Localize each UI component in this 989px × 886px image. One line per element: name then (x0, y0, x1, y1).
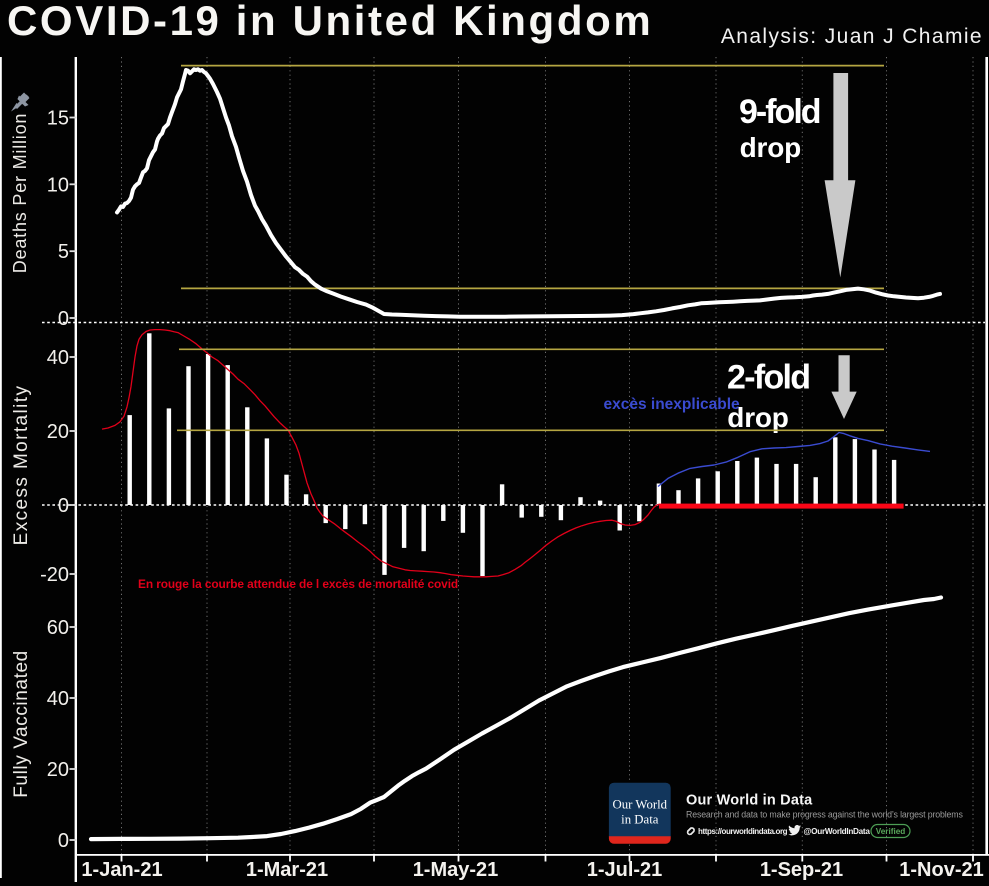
svg-text:0: 0 (58, 495, 69, 517)
svg-text:40: 40 (47, 347, 69, 369)
svg-text:1-Jan-21: 1-Jan-21 (81, 859, 162, 881)
svg-text:60: 60 (47, 617, 69, 639)
svg-text:Deaths Per Million: Deaths Per Million (10, 113, 30, 273)
svg-text:15: 15 (47, 108, 69, 130)
svg-text:20: 20 (47, 421, 69, 443)
svg-text:9-fold: 9-fold (739, 93, 820, 131)
svg-text:0: 0 (58, 830, 69, 852)
svg-text:Analysis: Juan J Chamie: Analysis: Juan J Chamie (721, 25, 983, 48)
svg-text:10: 10 (47, 174, 69, 196)
svg-text:En rouge la courbe attendue de: En rouge la courbe attendue de l excès d… (138, 577, 458, 591)
svg-text:in Data: in Data (621, 813, 659, 827)
svg-text:1-May-21: 1-May-21 (413, 859, 499, 881)
svg-text:0: 0 (58, 308, 69, 330)
svg-text:1-Nov-21: 1-Nov-21 (899, 859, 983, 881)
svg-text:1-Sep-21: 1-Sep-21 (760, 859, 843, 881)
svg-text:drop: drop (727, 402, 788, 433)
svg-text:20: 20 (47, 759, 69, 781)
svg-text:1-Mar-21: 1-Mar-21 (246, 859, 328, 881)
svg-text:Research and data to make prog: Research and data to make progress again… (686, 810, 963, 820)
svg-text:1-Jul-21: 1-Jul-21 (587, 859, 663, 881)
svg-text:Our World in Data: Our World in Data (686, 793, 813, 809)
svg-text:5: 5 (58, 241, 69, 263)
svg-text:Verified: Verified (876, 827, 906, 836)
svg-text:drop: drop (740, 132, 801, 163)
svg-text:-20: -20 (40, 564, 69, 586)
svg-text:Our World: Our World (613, 798, 668, 812)
svg-text:@OurWorldInData: @OurWorldInData (804, 827, 871, 836)
svg-text:40: 40 (47, 688, 69, 710)
svg-text:2-fold: 2-fold (727, 359, 809, 397)
svg-text:https://ourworldindata.org: https://ourworldindata.org (698, 827, 788, 836)
svg-text:Fully Vaccinated: Fully Vaccinated (11, 650, 32, 798)
svg-text:Excess Mortality: Excess Mortality (11, 385, 32, 546)
svg-text:excès inexplicable: excès inexplicable (604, 396, 741, 413)
svg-text:COVID-19 in United Kingdom: COVID-19 in United Kingdom (7, 0, 653, 44)
